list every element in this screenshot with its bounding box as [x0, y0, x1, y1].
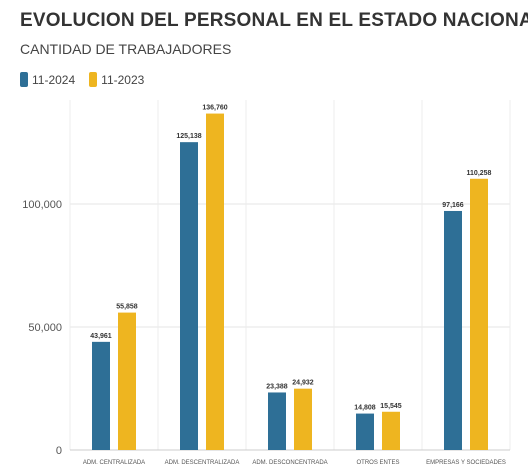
y-tick-label: 50,000: [28, 322, 62, 334]
data-label: 55,858: [116, 304, 138, 311]
y-tick-label: 0: [56, 445, 62, 457]
bar-11-2024-4: [444, 210, 462, 450]
data-label: 15,545: [380, 403, 402, 410]
data-label: 136,760: [202, 105, 227, 112]
bar-11-2024-0: [92, 341, 110, 450]
x-tick-label: OTROS ENTES: [356, 460, 399, 466]
legend-label-2024: 11-2024: [32, 72, 76, 87]
x-tick-label: ADM. DESCENTRALIZADA: [165, 460, 240, 466]
legend-item-2023[interactable]: 11-2023: [89, 72, 144, 87]
data-label: 125,138: [176, 133, 201, 140]
legend-swatch-2023: [89, 72, 98, 87]
data-label: 110,258: [467, 170, 492, 177]
bar-11-2023-1: [206, 113, 224, 450]
legend-swatch-2024: [20, 72, 28, 87]
bar-11-2023-4: [470, 178, 488, 450]
data-label: 14,808: [354, 405, 376, 412]
chart-title: EVOLUCION DEL PERSONAL EN EL ESTADO NACI…: [20, 10, 528, 31]
y-tick-label: 100,000: [22, 199, 62, 211]
legend-item-2024[interactable]: 11-2024: [20, 72, 75, 87]
bar-11-2024-2: [268, 392, 286, 450]
chart-subtitle: CANTIDAD DE TRABAJADORES: [20, 41, 232, 57]
x-tick-label: ADM. CENTRALIZADA: [83, 460, 145, 466]
legend-label-2023: 11-2023: [101, 72, 145, 87]
legend: 11-2024 11-2023: [20, 72, 144, 87]
data-label: 43,961: [90, 333, 112, 340]
bar-11-2023-3: [382, 411, 400, 450]
x-tick-label: ADM. DESCONCENTRADA: [252, 460, 327, 466]
data-label: 97,166: [442, 202, 464, 209]
bar-11-2023-0: [118, 312, 136, 450]
bar-11-2024-1: [180, 142, 198, 450]
bar-11-2024-3: [356, 413, 374, 450]
x-tick-label: EMPRESAS Y SOCIEDADES: [426, 460, 506, 466]
data-label: 24,932: [292, 380, 314, 387]
data-label: 23,388: [266, 383, 288, 390]
bar-11-2023-2: [294, 388, 312, 450]
